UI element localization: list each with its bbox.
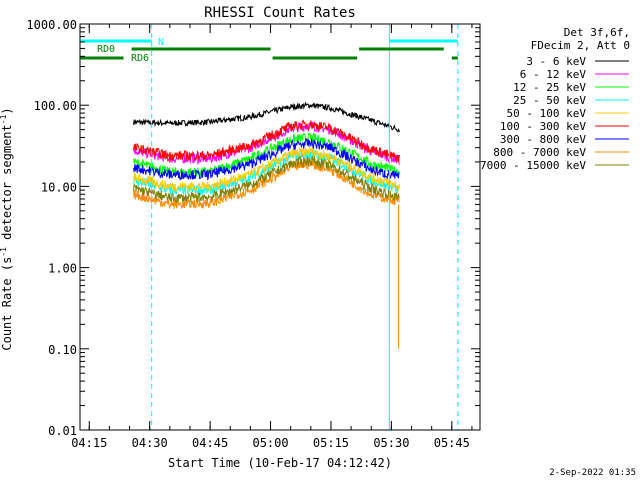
y-axis-label-exponent-2: -1 [0, 114, 8, 124]
legend-header-line: FDecim 2, Att 0 [531, 39, 630, 52]
legend-label: 50 - 100 keV [507, 107, 587, 120]
x-tick-label: 04:45 [192, 436, 228, 450]
y-axis-label-suffix: ) [0, 107, 14, 114]
legend-label: 25 - 50 keV [513, 94, 586, 107]
y-tick-label: 1.00 [48, 262, 77, 276]
plot-frame [79, 23, 481, 431]
flag-bar-label: RD6 [131, 53, 149, 64]
x-tick-label: 05:30 [373, 436, 409, 450]
series-trace [133, 155, 400, 204]
legend-label: 100 - 300 keV [500, 120, 586, 133]
y-tick-label: 100.00 [34, 99, 77, 113]
series-trace [133, 145, 400, 193]
series-layer [133, 101, 400, 349]
footer-date: 2-Sep-2022 01:35 [549, 468, 636, 478]
legend-label: 300 - 800 keV [500, 133, 586, 146]
x-tick-label: 04:30 [132, 436, 168, 450]
x-tick-label: 05:45 [434, 436, 470, 450]
legend-header-line: Det 3f,6f, [564, 26, 630, 39]
y-tick-label: 0.10 [48, 343, 77, 357]
legend-label: 12 - 25 keV [513, 81, 586, 94]
x-tick-label: 04:15 [71, 436, 107, 450]
y-axis-label-exponent-1: -1 [0, 247, 8, 257]
flag-bar-label: N [158, 37, 164, 48]
series-trace [133, 119, 400, 163]
x-axis-label: Start Time (10-Feb-17 04:12:42) [168, 456, 392, 470]
flag-bar-layer: N RD0 RD6 [80, 37, 458, 64]
x-tick-label: 05:15 [313, 436, 349, 450]
vertical-marker-layer [79, 24, 459, 430]
series-trace [133, 101, 400, 134]
y-axis-label-middle: detector segment [0, 124, 14, 247]
legend-label: 800 - 7000 keV [493, 146, 586, 159]
x-tick-label: 05:00 [252, 436, 288, 450]
series-trace [133, 137, 400, 181]
y-tick-label: 1000.00 [26, 18, 77, 32]
chart-title: RHESSI Count Rates [204, 5, 356, 21]
legend-label: 7000 - 15000 keV [480, 159, 586, 172]
flag-bar-label: RD0 [97, 44, 115, 55]
y-tick-label: 10.00 [41, 180, 77, 194]
legend-label: 3 - 6 keV [526, 55, 586, 68]
y-axis-label: Count Rate (s-1 detector segment-1) [0, 107, 14, 350]
y-axis-label-prefix: Count Rate (s [0, 257, 14, 351]
y-tick-label: 0.01 [48, 424, 77, 438]
legend-label: 6 - 12 keV [520, 68, 587, 81]
